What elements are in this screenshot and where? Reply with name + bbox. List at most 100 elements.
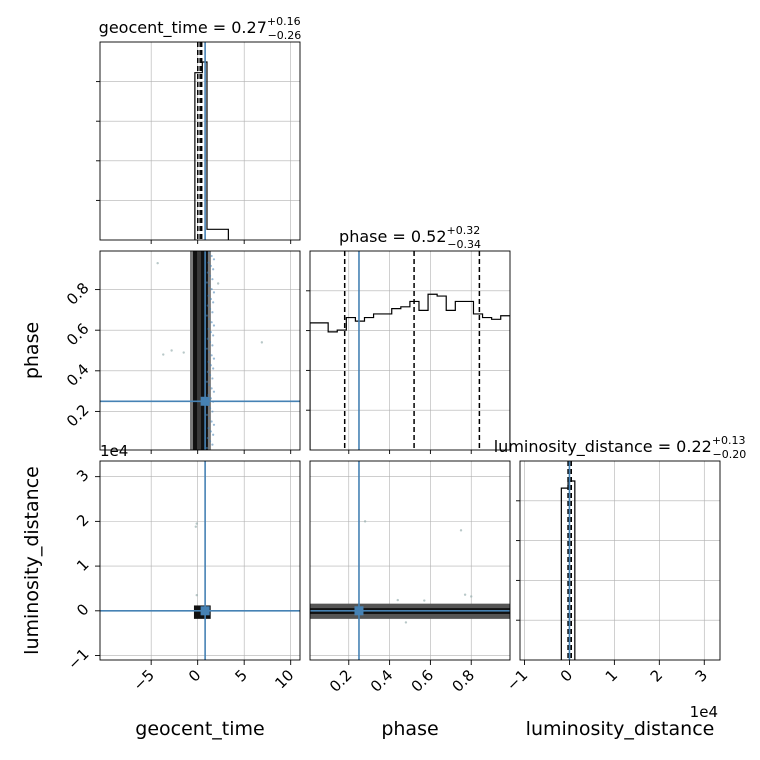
outlier-point-geocent_time-phase-3 — [182, 351, 185, 354]
sample-point-geocent_time-phase-0 — [205, 446, 209, 450]
ytick-label-luminosity_distance-1: 0 — [73, 600, 92, 619]
sample-point-geocent_time-phase-15 — [209, 397, 212, 400]
outlier-point-phase-luminosity_distance-1 — [459, 529, 463, 532]
title-sup-luminosity_distance: +0.13 — [712, 434, 746, 447]
x-axis-label-phase: phase — [381, 718, 438, 740]
outlier-point-phase-luminosity_distance-5 — [396, 598, 399, 602]
ytick-label-luminosity_distance-4: 3 — [73, 466, 92, 485]
sample-point-geocent_time-phase-24 — [212, 367, 215, 370]
xtick-label-phase-0: 0.2 — [326, 666, 356, 696]
sample-point-geocent_time-phase-12 — [208, 407, 212, 410]
offset-label-y: 1e4 — [100, 442, 128, 460]
sample-point-geocent_time-phase-31 — [211, 344, 214, 347]
sample-point-geocent_time-phase-11 — [211, 410, 214, 413]
sample-point-geocent_time-phase-26 — [207, 360, 210, 364]
truth-marker-geocent_time-luminosity_distance — [200, 606, 210, 616]
xtick-label-geocent_time-1: 0 — [185, 666, 204, 685]
outlier-point-phase-luminosity_distance-4 — [423, 599, 426, 602]
sample-point-geocent_time-phase-10 — [205, 413, 209, 416]
sample-point-geocent_time-phase-20 — [205, 380, 209, 383]
sample-point-geocent_time-phase-54 — [212, 268, 215, 271]
sample-point-geocent_time-phase-41 — [211, 311, 214, 314]
panel-frame-phase-luminosity_distance — [309, 460, 511, 661]
sample-point-geocent_time-phase-16 — [207, 393, 210, 397]
sample-point-geocent_time-phase-27 — [212, 357, 216, 360]
sample-point-geocent_time-phase-45 — [209, 297, 212, 301]
x-axis-label-luminosity_distance: luminosity_distance — [526, 718, 715, 740]
title-main-luminosity_distance: luminosity_distance = 0.22 — [494, 437, 712, 457]
title-main-geocent_time: geocent_time = 0.27 — [99, 18, 267, 38]
sample-point-geocent_time-phase-3 — [206, 436, 209, 440]
ytick-label-luminosity_distance-3: 2 — [73, 511, 92, 530]
sample-point-geocent_time-phase-30 — [205, 347, 209, 350]
panel-title-phase: phase = 0.52+0.32 −0.34 — [339, 224, 481, 251]
xtick-label-geocent_time-0: −5 — [130, 666, 158, 694]
histogram-luminosity_distance — [560, 480, 576, 660]
sample-point-geocent_time-phase-36 — [207, 327, 210, 330]
xtick-label-luminosity_distance-4: 3 — [692, 666, 711, 685]
sample-point-geocent_time-phase-44 — [212, 301, 215, 304]
panel-title-luminosity_distance: luminosity_distance = 0.22+0.13 −0.20 — [494, 434, 747, 461]
sample-point-geocent_time-phase-46 — [207, 294, 210, 297]
sample-point-geocent_time-phase-5 — [209, 430, 212, 433]
y-axis-label-luminosity_distance: luminosity_distance — [21, 466, 43, 655]
sample-point-geocent_time-phase-9 — [208, 417, 211, 420]
sample-point-geocent_time-phase-39 — [208, 317, 211, 320]
ytick-label-luminosity_distance-0: −1 — [64, 645, 92, 673]
title-sub-geocent_time: −0.26 — [268, 29, 302, 42]
sample-point-geocent_time-phase-56 — [207, 261, 210, 264]
sample-point-geocent_time-phase-57 — [212, 258, 216, 261]
outlier-point-phase-luminosity_distance-3 — [470, 595, 473, 598]
sample-point-geocent_time-phase-4 — [212, 433, 215, 436]
offset-label-x: 1e4 — [690, 703, 718, 721]
sample-point-geocent_time-phase-52 — [208, 274, 212, 277]
sample-point-geocent_time-phase-55 — [209, 264, 212, 268]
sample-point-geocent_time-phase-40 — [205, 314, 209, 317]
sample-point-geocent_time-phase-1 — [211, 443, 214, 446]
truth-marker-geocent_time-phase — [200, 396, 210, 406]
xtick-label-geocent_time-2: 5 — [232, 666, 251, 685]
sample-point-geocent_time-phase-8 — [210, 420, 213, 423]
histogram-geocent_time — [194, 61, 229, 240]
xtick-label-phase-3: 0.8 — [448, 666, 478, 696]
ytick-label-phase-1: 0.4 — [63, 360, 93, 390]
sample-point-geocent_time-phase-17 — [212, 390, 216, 393]
xtick-label-luminosity_distance-1: 0 — [557, 666, 576, 685]
title-sup-phase: +0.32 — [447, 224, 481, 237]
outlier-point-geocent_time-luminosity_distance-2 — [195, 593, 198, 597]
outlier-point-phase-luminosity_distance-6 — [404, 621, 408, 624]
sample-point-geocent_time-phase-38 — [210, 321, 213, 324]
truth-marker-phase-luminosity_distance — [354, 606, 364, 616]
outlier-point-geocent_time-phase-1 — [162, 353, 165, 356]
sample-point-geocent_time-phase-32 — [208, 340, 212, 344]
panel-frame-geocent_time-phase — [99, 250, 301, 451]
sample-point-geocent_time-phase-48 — [210, 287, 213, 291]
sample-point-geocent_time-phase-7 — [212, 423, 216, 426]
sample-point-geocent_time-phase-59 — [208, 251, 211, 254]
ytick-label-phase-0: 0.2 — [63, 401, 93, 431]
sample-point-geocent_time-phase-42 — [208, 307, 212, 311]
sample-point-geocent_time-phase-50 — [205, 281, 209, 284]
xtick-label-phase-2: 0.6 — [408, 666, 438, 696]
sample-point-geocent_time-phase-37 — [212, 324, 216, 327]
y-axis-label-phase: phase — [21, 322, 43, 379]
sample-point-geocent_time-phase-58 — [210, 254, 213, 258]
sample-point-geocent_time-phase-28 — [210, 354, 213, 357]
sample-point-geocent_time-phase-19 — [208, 383, 211, 387]
panel-frame-diag-luminosity_distance — [519, 460, 721, 661]
xtick-label-luminosity_distance-0: −1 — [503, 666, 531, 694]
outlier-point-phase-luminosity_distance-0 — [363, 520, 367, 523]
sample-point-geocent_time-phase-51 — [211, 278, 214, 281]
sample-point-geocent_time-phase-22 — [208, 374, 212, 377]
outlier-point-geocent_time-phase-0 — [156, 261, 159, 265]
xtick-label-phase-1: 0.4 — [367, 666, 397, 696]
title-sup-geocent_time: +0.16 — [267, 15, 301, 28]
sample-point-geocent_time-phase-29 — [208, 350, 211, 354]
sample-point-geocent_time-phase-47 — [212, 291, 216, 294]
sample-point-geocent_time-phase-6 — [207, 427, 210, 430]
histogram-phase — [310, 293, 510, 450]
density-geocent_time-phase-2 — [197, 251, 202, 450]
sample-point-geocent_time-phase-49 — [208, 284, 211, 287]
panel-title-geocent_time: geocent_time = 0.27+0.16 −0.26 — [99, 15, 302, 42]
